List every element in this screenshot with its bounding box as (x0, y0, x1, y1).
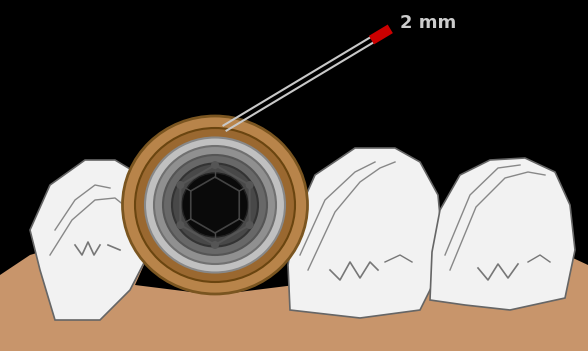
Text: 2 mm: 2 mm (400, 14, 456, 32)
Ellipse shape (122, 116, 308, 294)
Ellipse shape (163, 155, 267, 255)
Polygon shape (430, 158, 575, 310)
Polygon shape (30, 160, 155, 320)
Circle shape (211, 161, 219, 169)
Polygon shape (0, 222, 588, 351)
Ellipse shape (135, 128, 295, 282)
Ellipse shape (182, 173, 248, 237)
Bar (369, 25, 393, 45)
Circle shape (211, 241, 219, 249)
Circle shape (246, 221, 253, 229)
Ellipse shape (172, 164, 258, 246)
Circle shape (176, 181, 185, 189)
Ellipse shape (145, 138, 285, 272)
Polygon shape (288, 148, 442, 318)
Circle shape (176, 221, 185, 229)
Ellipse shape (154, 146, 276, 264)
Circle shape (246, 181, 253, 189)
